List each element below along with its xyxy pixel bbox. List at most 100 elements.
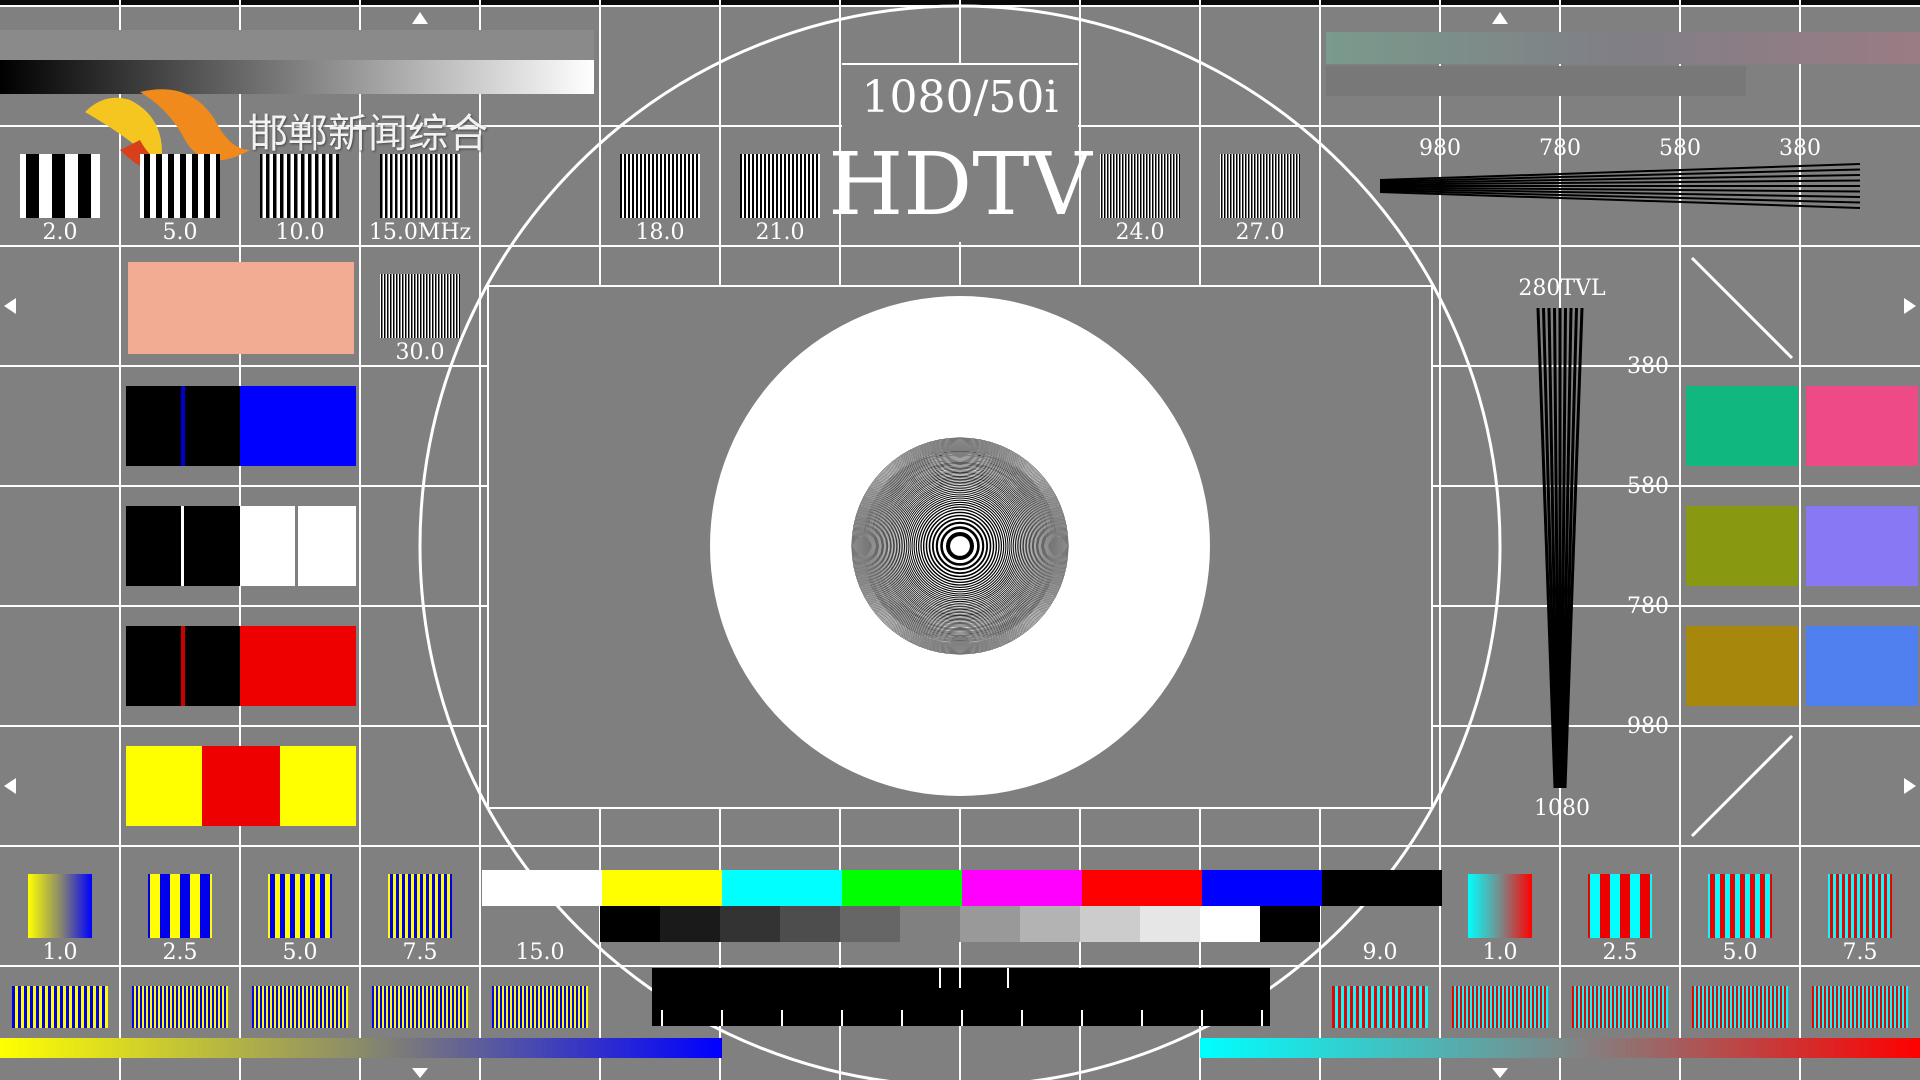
horizontal-resolution-wedge <box>1379 163 1861 209</box>
zone-plate-ring <box>915 501 1005 591</box>
gray-step <box>840 906 900 942</box>
color-bar <box>602 870 722 906</box>
freq-label-27: 27.0 <box>1235 220 1285 245</box>
chroma-burst-right <box>1588 874 1652 938</box>
sky-blue-swatch <box>1806 626 1918 706</box>
logo-swoosh-left <box>85 97 162 172</box>
gray-step <box>1080 906 1140 942</box>
vres-label-bottom: 1080 <box>1534 796 1590 821</box>
zone-plate-ring <box>922 508 998 584</box>
zone-plate-ring <box>894 480 1026 612</box>
zone-plate-ring <box>897 483 1023 609</box>
zone-plate-ring <box>887 473 1033 619</box>
frequency-burst <box>1220 154 1300 218</box>
logo-swoosh-right <box>140 89 250 161</box>
gray-step <box>1020 906 1080 942</box>
color-bar <box>842 870 962 906</box>
frequency-burst <box>140 154 220 218</box>
zone-plate-ring <box>940 526 980 566</box>
zone-plate-ring <box>918 503 1003 588</box>
zone-plate-ring <box>853 439 1067 653</box>
zone-plate-ring <box>945 531 974 560</box>
diagonal-line-bottom <box>1690 734 1794 838</box>
hres-label-980: 980 <box>1419 136 1461 161</box>
ochre-swatch <box>1686 626 1798 706</box>
arrow-right-lower <box>1904 778 1916 794</box>
chroma-burst-right-small <box>1452 986 1548 1028</box>
zone-plate-ring <box>870 456 1050 636</box>
chroma-label-1: 1.0 <box>42 940 78 965</box>
zone-plate-ring <box>935 521 985 571</box>
olive-swatch <box>1686 506 1798 586</box>
zone-plate-ring <box>928 514 992 578</box>
chroma-burst-left-small <box>132 986 228 1028</box>
bottom-strip-right <box>1200 1038 1920 1058</box>
arrow-bottom-right <box>1492 1068 1508 1078</box>
color-ramp-top <box>1326 32 1920 64</box>
wedge-line-v <box>1547 307 1559 789</box>
zone-plate-ring <box>852 438 1068 654</box>
header-box <box>842 64 1078 242</box>
zone-plate-ring <box>900 486 1020 606</box>
freq-label-5: 5.0 <box>162 220 198 245</box>
zone-plate-ring <box>880 466 1040 626</box>
hres-label-380: 380 <box>1779 136 1821 161</box>
gray-step <box>1200 906 1260 942</box>
chroma-label-9: 9.0 <box>1362 940 1398 965</box>
gray-ramp <box>0 60 594 94</box>
wedge-line-h <box>1379 189 1861 204</box>
wedge-line-v <box>1562 307 1578 789</box>
zone-plate-ring <box>902 488 1018 604</box>
yellow-swatch-right <box>280 746 356 826</box>
zone-plate-ring <box>861 447 1059 645</box>
zone-plate-ring <box>864 450 1056 642</box>
gray-step <box>1260 906 1320 942</box>
wedge-line-h <box>1379 186 1861 193</box>
hdtv-title: HDTV <box>828 135 1092 235</box>
blue-swatch <box>240 386 356 466</box>
red-swatch <box>240 626 356 706</box>
zone-plate-ring <box>931 517 989 575</box>
chroma-label-5: 5.0 <box>282 940 318 965</box>
freq-label-18: 18.0 <box>635 220 685 245</box>
freq-label-2: 2.0 <box>42 220 78 245</box>
chroma-burst-right <box>1468 874 1532 938</box>
chroma-label-r-1: 1.0 <box>1482 940 1518 965</box>
blue-marker-line <box>181 386 185 466</box>
color-bar <box>962 870 1082 906</box>
pink-swatch <box>1806 386 1918 466</box>
chroma-burst-left <box>388 874 452 938</box>
gray-step <box>1140 906 1200 942</box>
wedge-line-h <box>1379 163 1861 181</box>
zone-plate-ring <box>859 445 1061 647</box>
zone-plate-ring <box>891 477 1029 615</box>
zone-plate-ring <box>905 491 1015 601</box>
vres-label-580: 580 <box>1627 474 1669 499</box>
chroma-burst-right-small <box>1692 986 1788 1028</box>
zone-plate-ring <box>856 442 1064 650</box>
wedge-line-v <box>1563 307 1584 789</box>
gray-step <box>660 906 720 942</box>
freq-label-10: 10.0 <box>275 220 325 245</box>
zone-plate-ring <box>866 452 1054 640</box>
hres-label-580: 580 <box>1659 136 1701 161</box>
chroma-label-15: 15.0 <box>515 940 565 965</box>
zone-plate-ring <box>878 464 1042 628</box>
zone-plate-ring <box>868 454 1052 638</box>
zone-plate-ring <box>855 441 1065 651</box>
zone-plate-ring <box>911 497 1009 595</box>
zone-plate-ring <box>892 478 1028 614</box>
color-bar <box>1202 870 1322 906</box>
gray-step <box>900 906 960 942</box>
wedge-line-h <box>1379 168 1861 183</box>
chroma-burst-left <box>148 874 212 938</box>
zone-plate-ring <box>860 446 1060 646</box>
wedge-line-v <box>1553 307 1561 789</box>
chroma-burst-right-small <box>1332 986 1428 1028</box>
wedge-line-v <box>1561 307 1573 789</box>
frequency-burst <box>380 154 460 218</box>
zone-plate-ring <box>874 460 1046 632</box>
zone-plate-ring <box>879 465 1041 627</box>
frequency-burst-30 <box>380 274 460 338</box>
